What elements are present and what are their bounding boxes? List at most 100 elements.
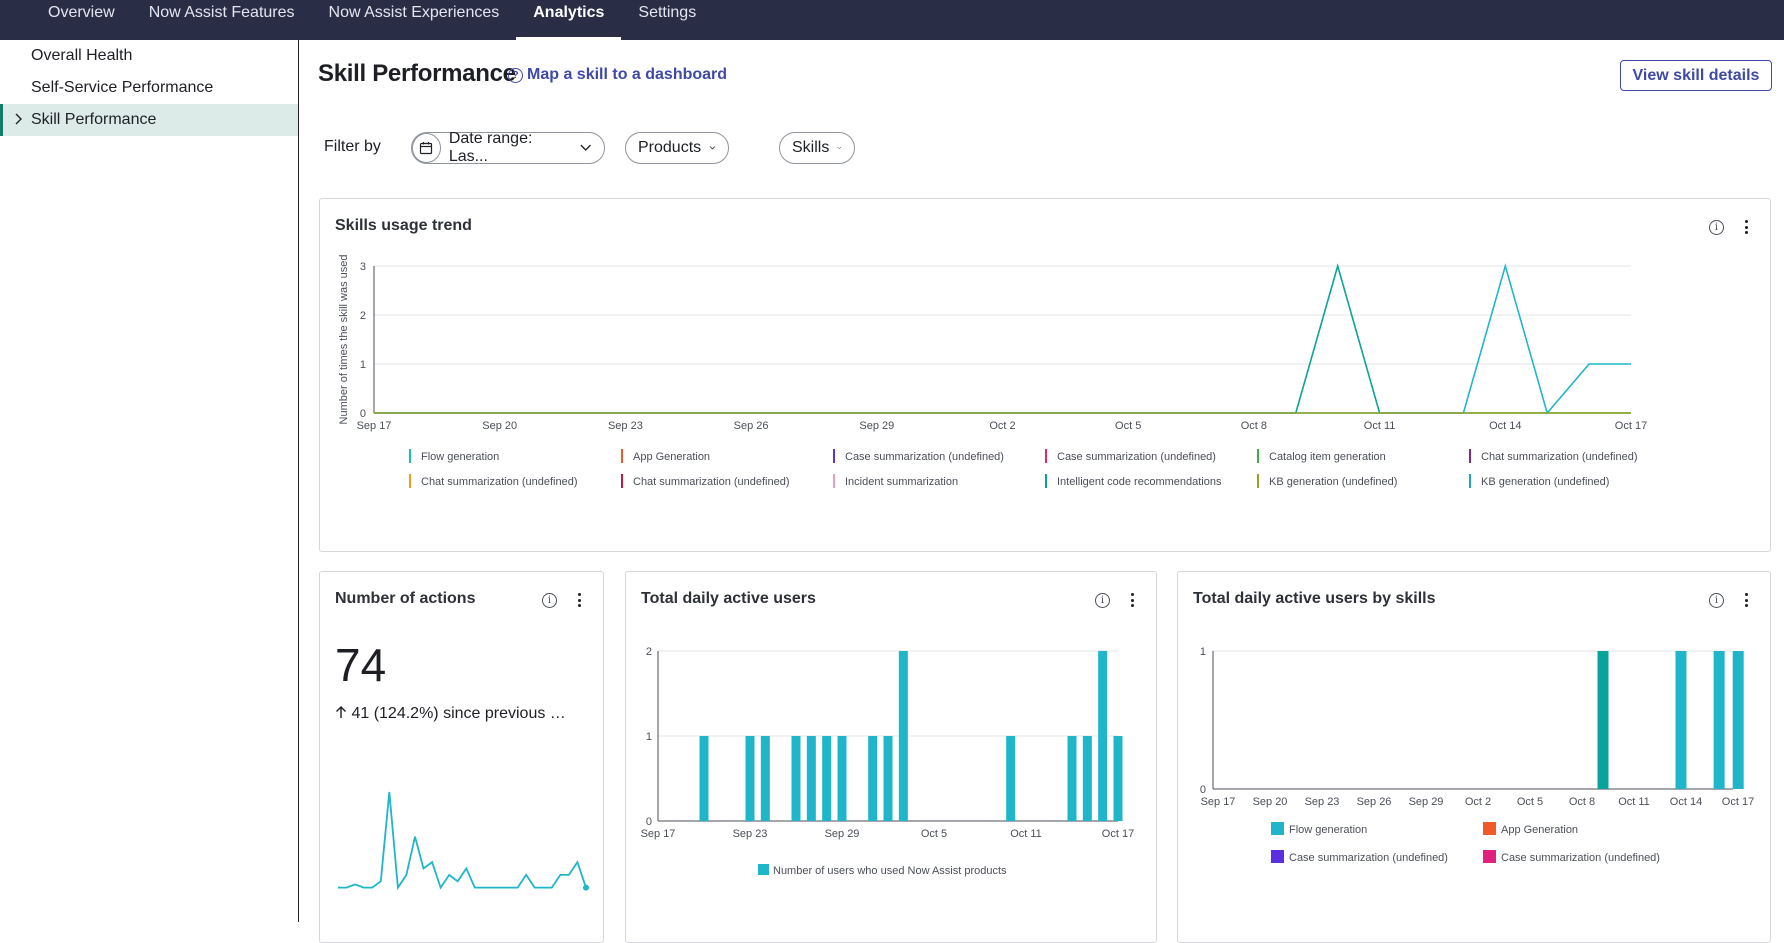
legend-label: Case summarization (undefined) (1289, 852, 1448, 864)
date-range-label: Date range: Las... (448, 130, 533, 165)
view-skill-details-button[interactable]: View skill details (1620, 60, 1772, 91)
x-tick-label: Sep 23 (608, 420, 643, 432)
x-tick-label: Sep 29 (825, 828, 860, 840)
actions-delta: 41 (124.2%) since previous peri... (335, 705, 571, 723)
card-title: Skills usage trend (335, 217, 472, 234)
sidebar-item-label: Skill Performance (31, 111, 157, 128)
bar (1675, 651, 1687, 789)
bar (1597, 651, 1609, 789)
bar (868, 736, 878, 821)
x-tick-label: Oct 8 (1569, 796, 1595, 808)
more-options-icon[interactable] (1738, 592, 1754, 608)
legend-label: Incident summarization (845, 476, 958, 488)
x-tick-label: Sep 20 (482, 420, 517, 432)
legend-label: KB generation (undefined) (1481, 476, 1609, 488)
arrow-up-icon (336, 706, 346, 718)
legend-label: App Generation (1501, 824, 1578, 836)
bar (1006, 736, 1016, 821)
series-line-intelligent-code-recommendations (374, 263, 1631, 414)
bar (898, 651, 908, 821)
date-range-filter[interactable]: Date range: Las... (411, 130, 605, 165)
bar (1732, 651, 1744, 789)
skills-filter[interactable]: Skills (779, 132, 855, 164)
tab-now-assist-experiences[interactable]: Now Assist Experiences (328, 4, 500, 21)
y-tick-label: 0 (646, 816, 652, 828)
bar (699, 736, 709, 821)
x-tick-label: Oct 2 (989, 420, 1015, 432)
actions-delta-text: 41 (124.2%) since previous peri... (351, 705, 571, 722)
x-tick-label: Oct 11 (1618, 796, 1650, 808)
info-icon[interactable]: i (1709, 219, 1724, 235)
bar (837, 736, 847, 821)
bar (1713, 651, 1725, 789)
page-title: Skill Performance (318, 60, 516, 87)
legend-label: Flow generation (1289, 824, 1367, 836)
legend-label: Intelligent code recommendations (1057, 476, 1222, 488)
main-content: Skill Performance ? Map a skill to a das… (300, 40, 1784, 943)
card-title: Number of actions (335, 590, 476, 607)
daily-active-users-by-skills-card: Total daily active users by skills i 0 1 S… (1177, 571, 1771, 943)
x-tick-label: Sep 26 (734, 420, 769, 432)
legend-label: Chat summarization (undefined) (1481, 451, 1638, 463)
sparkline-path (338, 791, 587, 891)
tab-overview[interactable]: Overview (48, 4, 115, 21)
products-filter[interactable]: Products (625, 132, 729, 164)
daily-active-users-chart: 0 1 2 Sep 17 Sep 23 Sep 29 Oct 5 Oct 11 Oct 17 Nu… (641, 646, 1135, 877)
legend-swatch (1271, 822, 1284, 835)
x-tick-label: Oct 17 (1722, 796, 1754, 808)
x-tick-label: Sep 29 (1409, 796, 1444, 808)
x-tick-label: Oct 11 (1364, 420, 1396, 432)
y-tick-label: 1 (646, 731, 652, 743)
sidebar-item-self-service-performance[interactable]: Self-Service Performance (31, 79, 214, 96)
y-tick-label: 0 (1200, 784, 1206, 796)
legend-label: App Generation (633, 451, 710, 463)
bar (1082, 736, 1092, 821)
tab-now-assist-features[interactable]: Now Assist Features (148, 4, 295, 21)
x-tick-label: Sep 20 (1253, 796, 1288, 808)
card-title: Total daily active users (641, 590, 816, 607)
sidebar-item-skill-performance[interactable]: Skill Performance (0, 104, 298, 136)
bar (822, 736, 832, 821)
more-options-icon[interactable] (571, 592, 587, 608)
more-options-icon[interactable] (1738, 219, 1754, 235)
info-icon[interactable]: i (542, 592, 557, 608)
info-icon[interactable]: i (1709, 592, 1724, 608)
sidebar-item-overall-health[interactable]: Overall Health (31, 47, 133, 64)
legend-swatch (758, 864, 769, 875)
usage-trend-chart: 0 1 2 3 Number of times the skill was used Se… (338, 255, 1647, 488)
x-tick-label: Oct 17 (1615, 420, 1647, 432)
legend-swatch (1271, 850, 1284, 863)
chevron-down-icon (709, 146, 716, 150)
tab-settings[interactable]: Settings (638, 4, 697, 21)
tab-analytics[interactable]: Analytics (516, 0, 622, 40)
bar (745, 736, 755, 821)
y-tick-label: 3 (360, 261, 366, 273)
legend-label: KB generation (undefined) (1269, 476, 1397, 488)
legend-swatch (1483, 822, 1496, 835)
legend-label: Flow generation (421, 451, 499, 463)
y-tick-label: 1 (1200, 646, 1206, 658)
bar (760, 736, 770, 821)
more-options-icon[interactable] (1124, 592, 1140, 608)
x-tick-label: Oct 17 (1102, 828, 1134, 840)
legend-label: Catalog item generation (1269, 451, 1386, 463)
actions-count: 74 (335, 639, 387, 691)
filter-label: Filter by (324, 138, 381, 155)
bar (1098, 651, 1108, 821)
legend-label: Case summarization (undefined) (1501, 852, 1660, 864)
map-skill-link-label: Map a skill to a dashboard (527, 66, 728, 83)
bar (1067, 736, 1077, 821)
y-tick-label: 2 (360, 310, 366, 322)
skills-filter-label: Skills (792, 139, 830, 156)
x-tick-label: Sep 17 (357, 420, 392, 432)
bar (1113, 736, 1123, 821)
calendar-icon (412, 133, 441, 163)
legend-swatch (1483, 850, 1496, 863)
info-icon[interactable]: i (1095, 592, 1110, 608)
x-tick-label: Oct 14 (1489, 420, 1521, 432)
x-tick-label: Oct 5 (1517, 796, 1543, 808)
x-tick-label: Oct 5 (921, 828, 947, 840)
bar (806, 736, 816, 821)
actions-sparkline (338, 791, 589, 891)
map-skill-link[interactable]: ? Map a skill to a dashboard (508, 66, 727, 84)
